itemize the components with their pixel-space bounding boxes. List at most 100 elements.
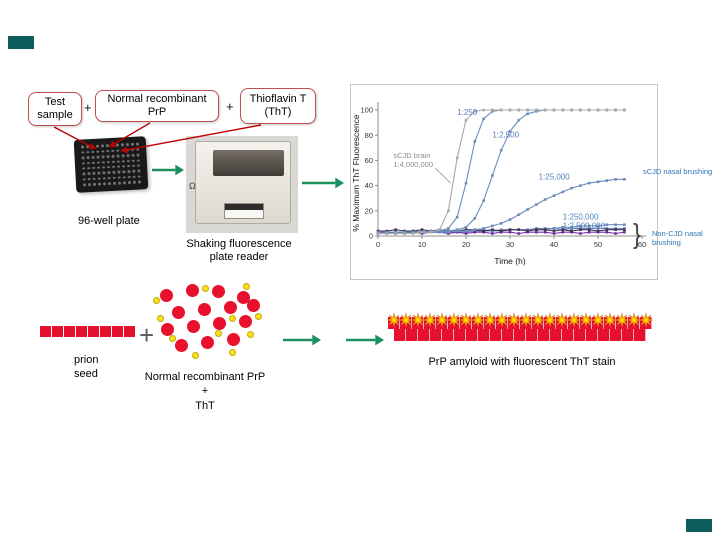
amyloid-square [586,329,598,341]
tht-star-icon [447,313,461,327]
svg-text:sCJD brain: sCJD brain [393,151,430,160]
plate-well [127,170,131,173]
plate-well [92,166,96,170]
non-cjd-bracket: } [633,218,642,250]
tht-star-icon [615,313,629,327]
tht-star-icon [459,313,473,327]
mixture-label-line1: Normal recombinant PrP [144,371,266,383]
tht-star-icon [579,313,593,327]
tht-star-icon [387,313,401,327]
tht-molecule [214,329,222,337]
svg-text:1:250: 1:250 [457,108,478,117]
plate-well [132,175,136,179]
plate-well [111,149,115,153]
plate-well [136,159,140,162]
tht-stars-layer [387,313,653,327]
plate-well [102,166,106,169]
amyloid-square [622,329,634,341]
reader-label: Shaking fluorescence plate reader [186,238,292,264]
tht-star-icon [495,313,509,327]
plate-well [127,164,130,168]
plus-sign-large: + [139,320,155,350]
tht-molecule [228,348,236,356]
plate-well [126,143,129,147]
svg-text:1:2,500,000: 1:2,500,000 [563,221,606,230]
prion-seed-square [76,326,87,337]
svg-text:0: 0 [369,232,373,241]
prp-molecule [185,283,199,297]
amyloid-square [598,329,610,341]
plate-well [111,144,114,147]
prp-molecule [211,284,225,298]
prp-molecule [197,302,211,316]
prp-molecule [160,322,174,336]
tht-star-icon [543,313,557,327]
plate-well [121,159,125,163]
amyloid-square [514,329,526,341]
plate-well [107,165,111,169]
amyloid-product [387,312,656,348]
plate-well [112,171,116,174]
plate-well [97,171,101,175]
prp-molecule [226,332,240,346]
svg-text:% Maximum ThT Fluorescence: % Maximum ThT Fluorescence [351,114,361,232]
prion-seed-square [100,326,111,337]
amyloid-square [574,329,586,341]
plate-well [103,182,106,186]
test-sample-label: Test sample [37,96,73,121]
plate-well [86,145,89,149]
amyloid-square [430,329,442,341]
plate-well [87,172,91,176]
plate-well [136,153,140,157]
plate-well [82,167,86,170]
amyloid-square [454,329,466,341]
plate-well [116,154,120,158]
fluorescence-chart: 0 10 20 30 40 50 60 0 20 40 60 80 100 sCJD brain 1:4,0… [350,84,658,280]
plate-well [106,149,110,153]
plate-well [127,175,131,179]
plate-well [131,153,135,157]
plate-well [113,181,116,185]
plate-well [91,150,95,154]
plate-well [107,176,111,180]
plate-label: 96-well plate [78,215,140,227]
plate-well [132,164,135,168]
prion-seed-squares [40,326,135,337]
plate-well [102,176,106,180]
plate-well [87,161,90,165]
plate-well [81,151,85,154]
plate-well [87,177,91,181]
thioflavin-t-label: Thioflavin T (ThT) [249,93,307,118]
plate-reader-image: Ω [186,136,298,233]
svg-text:100: 100 [360,106,373,115]
product-label: PrP amyloid with fluorescent ThT stain [428,356,616,368]
plate-well [116,143,119,147]
plate-well [98,182,101,186]
plate-well [131,159,135,163]
plate-well [91,145,94,148]
tht-molecule [156,314,164,322]
normal-recombinant-prp-label: Normal recombinant PrP [107,93,207,118]
tht-molecule [228,314,236,322]
tht-star-icon [627,313,641,327]
amyloid-square [526,329,538,341]
tht-star-icon [531,313,545,327]
prp-molecule [159,288,173,302]
svg-text:0: 0 [376,240,380,249]
tht-molecule [201,284,209,292]
prp-molecule [186,319,200,333]
svg-text:60: 60 [365,156,373,165]
mixture-label-line3: ThT [195,399,215,412]
plate-well [117,170,121,174]
prp-molecule [238,314,252,328]
plate-reader-window [212,150,285,176]
plate-well [117,165,120,169]
svg-text:20: 20 [462,240,470,249]
plate-well [126,154,130,157]
svg-text:80: 80 [365,131,373,140]
svg-text:10: 10 [418,240,426,249]
plate-reader-tray [224,202,264,219]
plate-well [92,161,95,165]
tht-star-icon [483,313,497,327]
plate-well [136,148,140,152]
